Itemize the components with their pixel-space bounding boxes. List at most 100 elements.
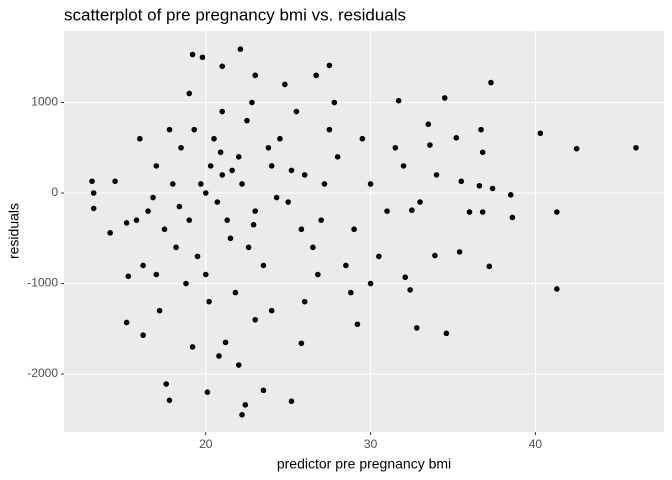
point (354, 321, 361, 328)
point (409, 207, 415, 214)
point (219, 172, 226, 178)
point (202, 271, 209, 278)
point (476, 182, 483, 189)
point (150, 194, 156, 201)
point (315, 271, 321, 278)
point (219, 108, 226, 115)
point (479, 209, 486, 215)
point (153, 163, 160, 169)
point (395, 97, 402, 104)
point (222, 339, 229, 346)
point (310, 244, 316, 251)
point (199, 54, 206, 61)
point (140, 262, 146, 269)
point (343, 262, 349, 269)
chart-title: scatterplot of pre pregnancy bmi vs. res… (64, 5, 406, 24)
point (107, 230, 113, 236)
point (441, 95, 448, 101)
y-tick-label: 0 (51, 185, 58, 199)
point (293, 108, 300, 115)
point (260, 387, 267, 394)
point (413, 325, 420, 331)
point (227, 235, 234, 242)
x-tick-label: 20 (199, 437, 213, 451)
point (351, 226, 357, 233)
point (265, 144, 272, 151)
point (268, 307, 275, 314)
point (425, 121, 432, 128)
point (313, 72, 319, 79)
point (125, 273, 132, 280)
point (384, 208, 390, 214)
point (163, 381, 169, 387)
point (334, 154, 341, 160)
point (573, 145, 580, 152)
point (367, 280, 374, 287)
point (123, 220, 130, 226)
point (273, 194, 280, 201)
point (376, 253, 382, 260)
point (252, 72, 259, 79)
point (216, 353, 222, 359)
point (407, 287, 413, 293)
point (112, 178, 118, 185)
point (244, 117, 250, 124)
point (400, 163, 407, 169)
point (245, 244, 252, 251)
y-tick-label: -1000 (27, 276, 58, 290)
point (237, 46, 244, 52)
point (509, 214, 516, 221)
point (285, 199, 291, 205)
point (537, 130, 544, 137)
x-tick-label: 40 (529, 437, 543, 451)
point (166, 126, 173, 133)
point (554, 209, 560, 215)
point (326, 126, 333, 133)
point (392, 144, 399, 151)
point (359, 135, 366, 142)
point (232, 289, 239, 296)
point (207, 163, 214, 169)
point (348, 289, 354, 296)
point (260, 262, 267, 269)
point (331, 99, 338, 106)
point (277, 135, 283, 142)
point (417, 199, 423, 205)
y-axis-title: residuals (6, 203, 22, 259)
point (90, 205, 97, 212)
point (249, 99, 255, 106)
point (219, 63, 226, 70)
point (432, 252, 438, 259)
point (133, 217, 140, 223)
x-tick-label: 30 (364, 437, 378, 451)
point (204, 389, 211, 395)
point (239, 181, 245, 187)
point (252, 316, 259, 323)
point (140, 332, 146, 338)
point (166, 397, 173, 404)
point (194, 253, 201, 260)
point (123, 319, 130, 326)
panel (64, 31, 664, 432)
point (318, 217, 324, 223)
point (173, 244, 179, 251)
point (433, 172, 440, 178)
point (268, 163, 275, 169)
point (89, 178, 95, 185)
point (554, 286, 560, 292)
point (479, 149, 486, 156)
point (301, 172, 308, 178)
point (176, 203, 183, 210)
point (211, 135, 217, 142)
point (633, 144, 639, 151)
x-axis-title: predictor pre pregnancy bmi (277, 456, 451, 472)
point (186, 217, 193, 223)
point (169, 181, 176, 187)
point (443, 330, 450, 337)
point (321, 181, 328, 187)
point (183, 280, 189, 287)
point (229, 167, 235, 174)
point (486, 263, 493, 270)
point (235, 362, 242, 368)
